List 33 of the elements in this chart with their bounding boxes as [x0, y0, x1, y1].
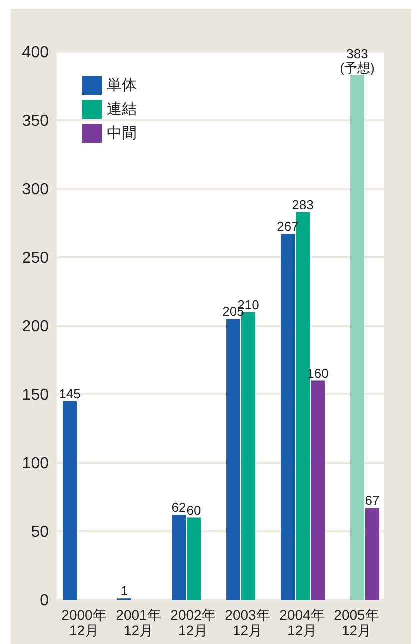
data-label: 283: [292, 197, 314, 212]
y-tick-label: 50: [31, 524, 50, 542]
x-tick-label: 2004年 12月: [280, 607, 325, 638]
data-label: 62: [172, 500, 186, 516]
bar: [186, 518, 201, 600]
y-tick-label: 200: [22, 318, 50, 336]
bar: [62, 401, 77, 600]
y-tick-label: 400: [22, 44, 50, 62]
x-tick-label: 2002年 12月: [170, 607, 216, 638]
legend-label: 連結: [107, 100, 137, 118]
data-label: 383 (予想): [340, 46, 375, 76]
x-tick-label: 2001年 12月: [116, 607, 162, 638]
x-tick-label: 2003年 12月: [225, 607, 270, 638]
y-tick-label: 350: [22, 113, 50, 130]
y-tick-label: 100: [22, 456, 50, 473]
data-label: 145: [59, 386, 81, 402]
data-label: 60: [186, 502, 202, 518]
y-tick-label: 300: [22, 182, 50, 199]
bar: [280, 234, 295, 600]
bar: [310, 380, 325, 600]
data-label: 67: [365, 493, 380, 508]
y-tick-label: 0: [40, 592, 50, 610]
legend-label: 中間: [107, 124, 137, 142]
legend-label: 単体: [107, 76, 137, 94]
bar: [226, 319, 240, 600]
bar: [365, 508, 380, 600]
y-tick-label: 150: [22, 387, 50, 404]
x-tick-label: 2005年 12月: [334, 607, 380, 638]
bar: [172, 515, 186, 600]
x-tick-label: 2000年 12月: [62, 607, 107, 638]
bar: [350, 75, 364, 600]
y-tick-label: 250: [22, 250, 50, 268]
data-label: 1: [120, 584, 128, 599]
